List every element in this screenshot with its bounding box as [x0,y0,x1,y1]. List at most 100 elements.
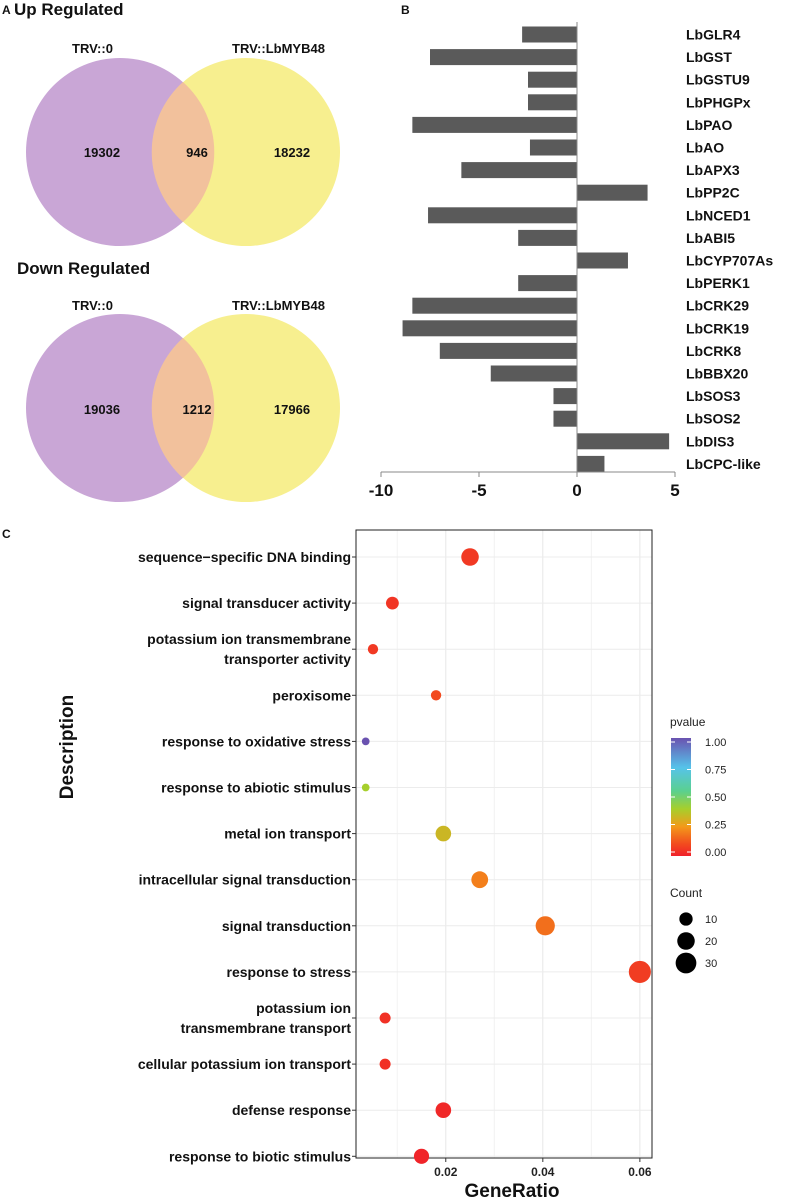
count-legend-label: 10 [705,914,717,926]
venn-down-left-count: 19036 [84,402,120,417]
dot-point [385,596,399,610]
venn-up-left-count: 19302 [84,145,120,160]
bar-lbpp2c [577,184,648,201]
gene-label: LbSOS2 [686,411,741,427]
bar-lbcrk19 [402,320,577,337]
dot-point [628,960,651,983]
gene-label: LbCPC-like [686,456,761,472]
gene-label: LbABI5 [686,230,735,246]
panel-a-letter: A [2,3,11,17]
gene-label: LbPHGPx [686,94,751,110]
dot-point [430,690,442,701]
pvalue-colorbar [671,738,691,856]
term-label: peroxisome [272,687,351,703]
term-label: response to biotic stimulus [169,1148,351,1164]
gene-label: LbCRK29 [686,298,749,314]
pvalue-legend-label: 1.00 [705,737,726,749]
panel-a: A Up Regulated TRV::0 TRV::LbMYB48 19302… [2,0,340,502]
bar-lbnced1 [428,207,577,224]
dot-point [379,1058,391,1070]
gene-label: LbCRK8 [686,343,741,359]
pvalue-legend-label: 0.75 [705,765,726,777]
term-label: signal transducer activity [182,595,351,611]
venn-down-overlap [151,338,215,478]
count-legend-label: 20 [705,936,717,948]
term-label: signal transduction [222,918,351,934]
gene-label: LbPP2C [686,185,740,201]
dot-point [413,1148,430,1164]
count-legend-dot [675,952,697,974]
pvalue-legend-label: 0.25 [705,820,726,832]
term-label: metal ion transport [224,826,351,842]
panel-b-bars [402,26,670,472]
bar-lbcrk8 [439,342,577,359]
x-tick-label: -10 [369,481,394,500]
gene-label: LbCRK19 [686,320,749,336]
venn-up-right-count: 18232 [274,145,310,160]
count-legend-dot [677,932,695,950]
panel-b-gene-labels: LbGLR4 LbGST LbGSTU9 LbPHGPx LbPAO LbAO LbAPX3… [686,27,773,472]
gene-label: LbBBX20 [686,366,748,382]
term-label: cellular potassium ion transport [138,1056,351,1072]
bar-lbabi5 [518,229,577,246]
gene-label: LbSOS3 [686,388,741,404]
dot-point [379,1012,391,1024]
term-label: potassium ion transmembrane transport [181,1000,352,1036]
bar-lbcyp707as [577,252,628,269]
bar-lbbbx20 [490,365,577,382]
panel-c-x-axis-title: GeneRatio [464,1181,559,1202]
dot-point [361,737,370,746]
gene-label: LbPERK1 [686,275,750,291]
venn-up-title: Up Regulated [14,0,124,19]
panel-c-y-axis-title: Description [57,695,78,800]
venn-down-title: Down Regulated [17,259,150,278]
count-legend-title: Count [670,886,703,900]
bar-lbgstu9 [528,71,577,88]
count-legend-dot [679,912,693,926]
x-tick-label: -5 [471,481,486,500]
venn-down-left-label: TRV::0 [72,298,113,313]
dot-point [361,783,370,792]
bar-lbglr4 [522,26,577,43]
dot-point [471,871,489,889]
venn-up-overlap [151,82,215,222]
x-tick-label: 5 [670,481,679,500]
panel-b-x-axis: -10 -5 0 5 [369,22,680,500]
gene-label: LbNCED1 [686,207,751,223]
dot-point [435,1102,452,1118]
gene-label: LbGLR4 [686,27,741,43]
panel-c-legends: pvalue 1.00 0.75 0.50 0.25 0.00 Count 10 20 30 [670,715,726,974]
x-tick-label: 0.06 [628,1165,652,1179]
venn-down: Down Regulated TRV::0 TRV::LbMYB48 19036… [17,259,340,502]
term-label: response to oxidative stress [162,733,351,749]
term-label: potassium ion transmembrane transporter a… [147,631,351,667]
panel-b: B LbGLR4 LbGST LbGSTU9 LbPHGPx LbPAO LbAO LbAP… [369,3,774,500]
dot-point [461,548,479,566]
venn-up-left-label: TRV::0 [72,41,113,56]
bar-lbdis3 [577,433,670,450]
bar-lbapx3 [461,162,577,179]
bar-lbgst [430,49,577,66]
plot-frame [355,529,653,1159]
gene-label: LbCYP707As [686,253,773,269]
gene-label: LbPAO [686,117,733,133]
venn-down-right-label: TRV::LbMYB48 [232,298,325,313]
pvalue-legend-label: 0.50 [705,792,726,804]
term-label: response to abiotic stimulus [161,780,351,796]
venn-down-overlap-count: 1212 [183,402,212,417]
pvalue-legend-label: 0.00 [705,847,726,859]
venn-up: Up Regulated TRV::0 TRV::LbMYB48 19302 9… [14,0,340,246]
panel-c-letter: C [2,527,11,541]
x-tick-label: 0 [572,481,581,500]
venn-up-right-label: TRV::LbMYB48 [232,41,325,56]
x-tick-label: 0.04 [531,1165,555,1179]
term-label: response to stress [227,964,352,980]
panel-c-plot: sequence−specific DNA binding signal tran… [138,529,653,1179]
pvalue-legend-title: pvalue [670,715,706,729]
venn-up-overlap-count: 946 [186,145,208,160]
gene-label: LbGST [686,49,732,65]
panel-c: C sequence−specific DNA binding signal tr… [2,527,726,1202]
dot-point [535,916,555,936]
gene-label: LbAPX3 [686,162,740,178]
